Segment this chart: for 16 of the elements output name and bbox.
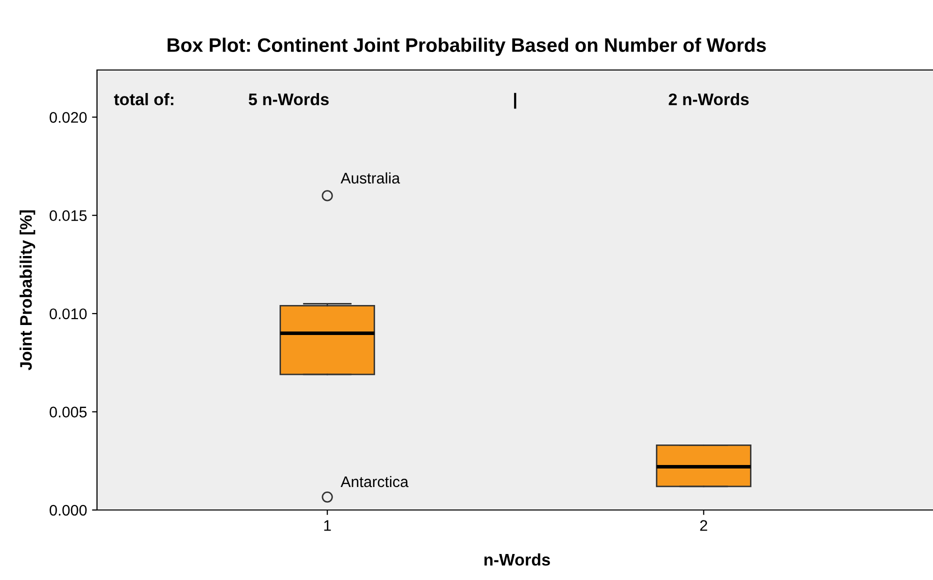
x-tick-label: 1: [324, 520, 331, 531]
annotation: 5 n-Words: [248, 93, 329, 106]
annotation: 2 n-Words: [668, 93, 749, 106]
x-tick-label: 2: [700, 520, 708, 531]
chart-title: Box Plot: Continent Joint Probability Based on Number of Words: [168, 38, 766, 56]
y-axis-title: Joint Probability [%]: [20, 210, 36, 370]
annotation: total of:: [114, 93, 174, 106]
annotation: Australia: [340, 172, 400, 184]
y-tick-label: 0.020: [50, 112, 87, 123]
y-tick-label: 0.000: [50, 504, 87, 516]
y-tick-label: 0.005: [50, 406, 87, 418]
annotation: |: [514, 92, 516, 109]
x-axis-title: n-Words: [484, 553, 550, 566]
y-tick-label: 0.015: [50, 210, 87, 222]
annotation: Antarctica: [340, 476, 409, 488]
y-tick-label: 0.010: [50, 308, 87, 320]
